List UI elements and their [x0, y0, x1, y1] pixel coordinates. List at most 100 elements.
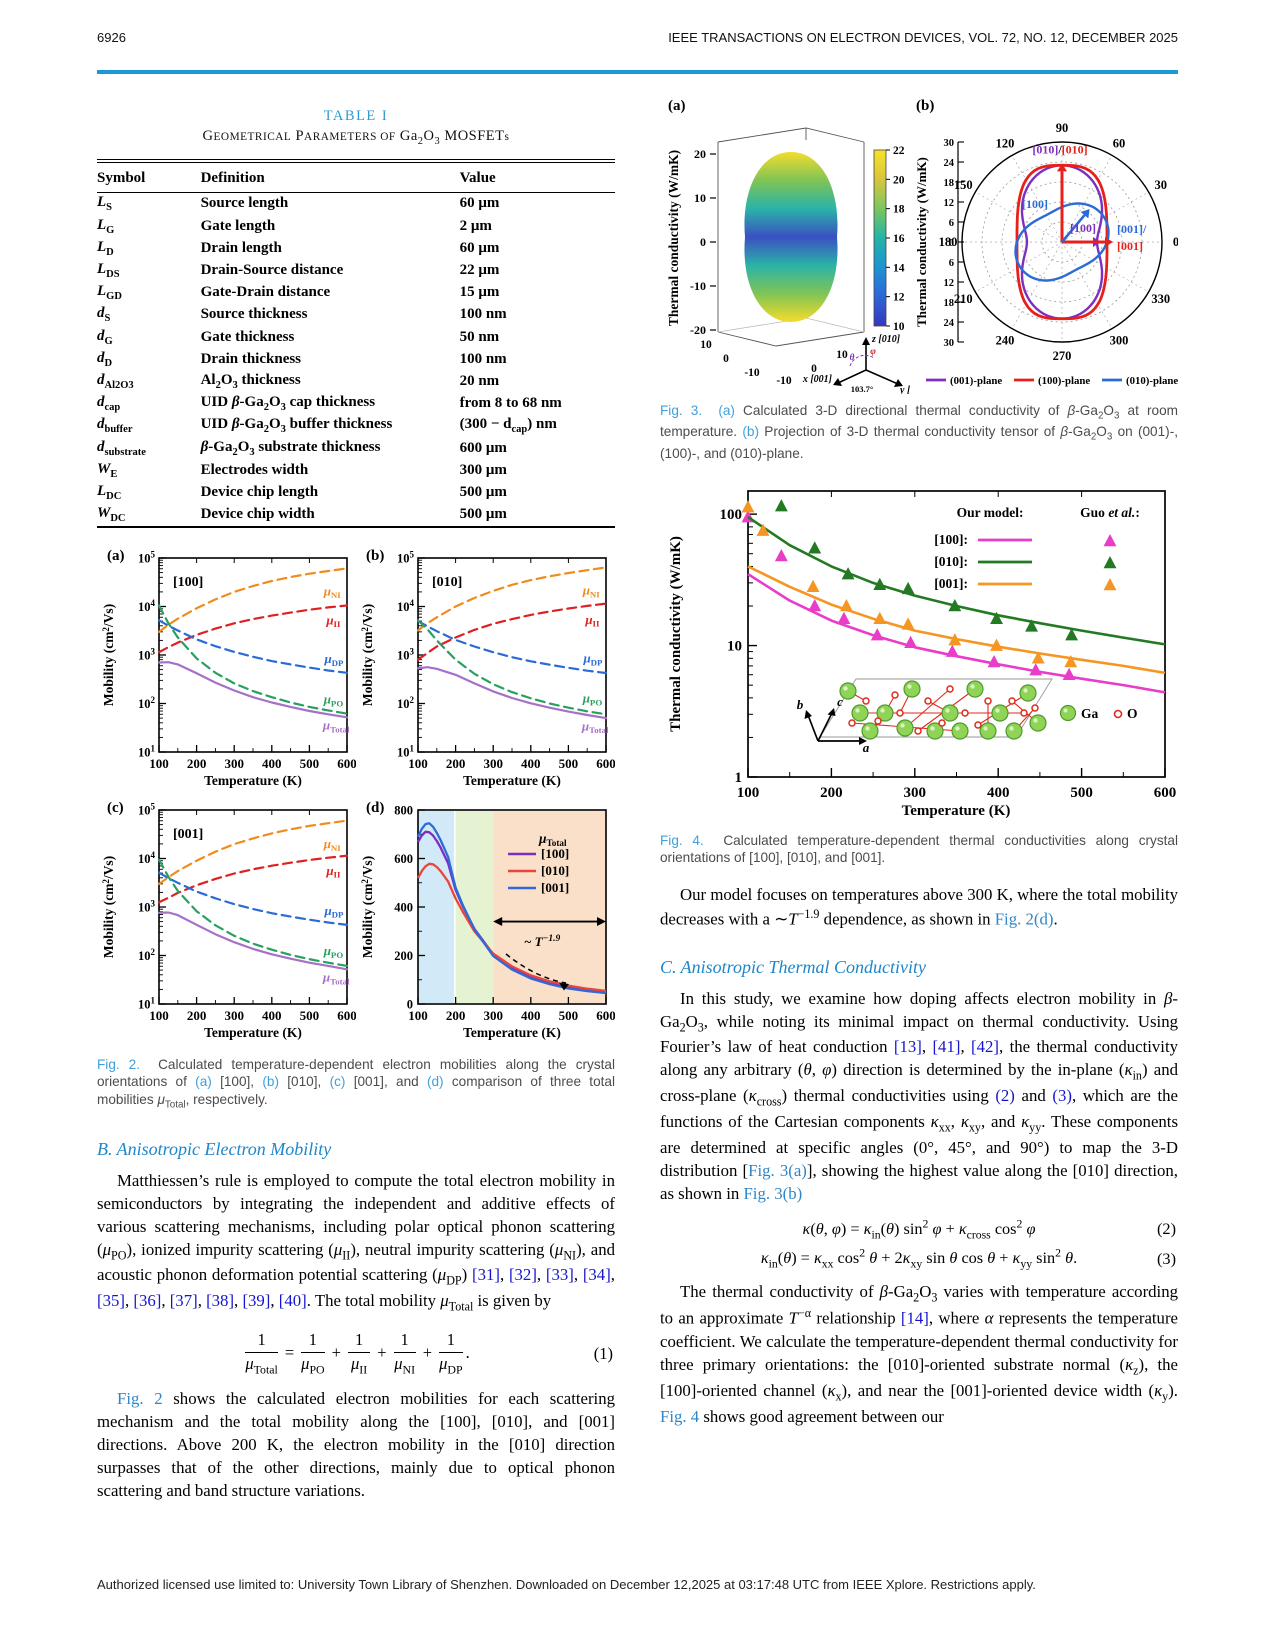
figure-4: 1 10 100 100 200 300 400 500 600 Temperature (K) T… — [660, 477, 1178, 867]
citation-link[interactable]: [38] — [206, 1291, 235, 1311]
svg-text:20: 20 — [694, 147, 706, 161]
svg-text:x [001]: x [001] — [802, 374, 833, 385]
citation-link[interactable]: [31] — [472, 1265, 500, 1285]
svg-text:μNI: μNI — [582, 582, 601, 599]
figure-label: (a) — [195, 1074, 212, 1090]
svg-text:200: 200 — [820, 785, 843, 801]
mid-paragraph: Our model focuses on temperatures above … — [660, 884, 1178, 929]
svg-text:(d): (d) — [366, 800, 384, 816]
svg-text:Guo et al.:: Guo et al.: — [1080, 505, 1140, 520]
figure-label: Fig. 3. — [660, 403, 703, 418]
citation-link[interactable]: (2) — [995, 1086, 1015, 1106]
svg-text:200: 200 — [446, 1008, 466, 1023]
svg-text:φ: φ — [870, 347, 876, 357]
svg-text:600: 600 — [596, 756, 615, 771]
svg-text:300: 300 — [483, 756, 503, 771]
svg-text:z [010]: z [010] — [871, 334, 901, 345]
figure-ref-link[interactable]: Fig. 3(b) — [743, 1184, 803, 1204]
svg-text:10: 10 — [694, 191, 706, 205]
citation-link[interactable]: [40] — [278, 1291, 307, 1311]
fig2-chart: 101 102 103 104 105 100 200 300 400 500 600 Tempera… — [97, 544, 615, 1048]
svg-text:0: 0 — [407, 997, 413, 1011]
fig2-panel-(a): 101 102 103 104 105 100 200 300 400 500 600 Tempera… — [101, 548, 356, 788]
svg-text:Thermal conductivity (W/mK): Thermal conductivity (W/mK) — [666, 150, 681, 326]
citation-link[interactable]: [39] — [242, 1291, 271, 1311]
figure-label: (d) — [426, 1074, 444, 1090]
svg-text:μTotal: μTotal — [581, 718, 609, 735]
section-c-para2: The thermal conductivity of β-Ga2O3 vari… — [660, 1281, 1178, 1426]
citation-link[interactable]: [13] — [893, 1037, 922, 1057]
figure-ref-link[interactable]: Fig. 2 — [117, 1389, 163, 1409]
table-row: LGD Gate-Drain distance 15 μm — [97, 283, 500, 303]
table-row: LD Drain length 60 μm — [97, 238, 500, 258]
parameters-table: Symbol Definition Value LS Source length 6… — [97, 158, 615, 528]
journal-title: IEEE TRANSACTIONS ON ELECTRON DEVICES, V… — [668, 30, 1178, 45]
citation-link[interactable]: [37] — [169, 1291, 198, 1311]
section-b-para1: Matthiessen’s rule is employed to comput… — [97, 1170, 615, 1314]
fig2-caption: Fig. 2. Calculated temperature-dependent… — [97, 1056, 615, 1111]
svg-text:270: 270 — [1053, 349, 1072, 363]
svg-text:[001]/: [001]/ — [1117, 222, 1147, 236]
svg-text:500: 500 — [1070, 785, 1093, 801]
svg-text:10: 10 — [700, 339, 712, 351]
svg-text:10: 10 — [836, 349, 848, 361]
svg-text:600: 600 — [337, 756, 356, 771]
citation-link[interactable]: [32] — [508, 1265, 537, 1285]
table-row: dD Drain thickness 100 nm — [97, 349, 507, 369]
svg-text:[010]:: [010]: — [934, 554, 968, 569]
fig4-chart: 1 10 100 100 200 300 400 500 600 Temperature (K) T… — [660, 477, 1178, 824]
svg-text:22: 22 — [893, 145, 905, 157]
svg-text:500: 500 — [300, 756, 320, 771]
svg-text:O: O — [1127, 706, 1138, 721]
fig4-caption: Fig. 4. Calculated temperature-dependent… — [660, 832, 1178, 866]
svg-text:240: 240 — [996, 334, 1015, 348]
right-column: (a) Thermal conductivity (W/mK) 20 10 0 -10 -2… — [660, 92, 1178, 1428]
col-definition: Definition — [200, 169, 265, 186]
svg-text:θ: θ — [850, 353, 855, 363]
svg-text:18: 18 — [893, 204, 905, 216]
citation-link[interactable]: [42] — [971, 1037, 999, 1057]
svg-text:0: 0 — [1173, 235, 1178, 249]
svg-text:Temperature (K): Temperature (K) — [902, 803, 1011, 819]
figure-label: (a) — [718, 403, 735, 418]
svg-text:0: 0 — [811, 363, 817, 375]
svg-text:90: 90 — [1056, 121, 1069, 135]
svg-text:[100]:: [100]: — [934, 532, 968, 547]
citation-link[interactable]: [41] — [932, 1037, 961, 1057]
table1-label: TABLE I — [323, 108, 389, 124]
figure-ref-link[interactable]: Fig. 2(d) — [994, 909, 1054, 929]
section-c-heading: C. Anisotropic Thermal Conductivity — [660, 956, 926, 977]
citation-link[interactable]: [14] — [900, 1309, 929, 1329]
citation-link[interactable]: (3) — [1052, 1086, 1072, 1106]
svg-text:Mobility (cm2/Vs): Mobility (cm2/Vs) — [360, 604, 375, 706]
figure-ref-link[interactable]: Fig. 4 — [660, 1406, 700, 1426]
svg-text:400: 400 — [394, 900, 413, 914]
svg-text:101: 101 — [138, 743, 156, 759]
figure-ref-link[interactable]: Fig. 3(a) — [748, 1161, 807, 1181]
svg-text:30: 30 — [1154, 178, 1167, 192]
svg-text:12: 12 — [893, 292, 905, 304]
citation-link[interactable]: [33] — [545, 1265, 574, 1285]
section-b-heading: B. Anisotropic Electron Mobility — [97, 1138, 332, 1159]
svg-text:400: 400 — [521, 1008, 541, 1023]
citation-link[interactable]: [35] — [97, 1291, 125, 1311]
citation-link[interactable]: [34] — [582, 1265, 611, 1285]
figure-label: Fig. 4. — [660, 832, 704, 848]
table-row: dbuffer UID β-Ga2O3 buffer thickness (300 … — [97, 416, 557, 436]
svg-text:[010]/[010]: [010]/[010] — [1032, 142, 1087, 156]
table1-title: GEOMETRICAL PARAMETERS OF Ga2O3 MOSFETs — [202, 128, 510, 147]
svg-text:[001]: [001] — [173, 827, 203, 842]
svg-text:600: 600 — [394, 852, 413, 866]
svg-text:0: 0 — [700, 235, 706, 249]
svg-text:30: 30 — [944, 138, 955, 149]
svg-text:μII: μII — [584, 611, 600, 628]
figure-3: (a) Thermal conductivity (W/mK) 20 10 0 -10 -2… — [660, 92, 1178, 463]
svg-text:300: 300 — [224, 1008, 244, 1023]
citation-link[interactable]: [36] — [133, 1291, 162, 1311]
fig3a-3d-plot: (a) Thermal conductivity (W/mK) 20 10 0 -10 -2… — [666, 98, 910, 394]
svg-text:16: 16 — [893, 233, 905, 245]
svg-text:10: 10 — [727, 638, 742, 654]
svg-text:200: 200 — [187, 1008, 207, 1023]
svg-text:[001]:: [001]: — [934, 576, 968, 591]
svg-text:104: 104 — [138, 597, 156, 613]
